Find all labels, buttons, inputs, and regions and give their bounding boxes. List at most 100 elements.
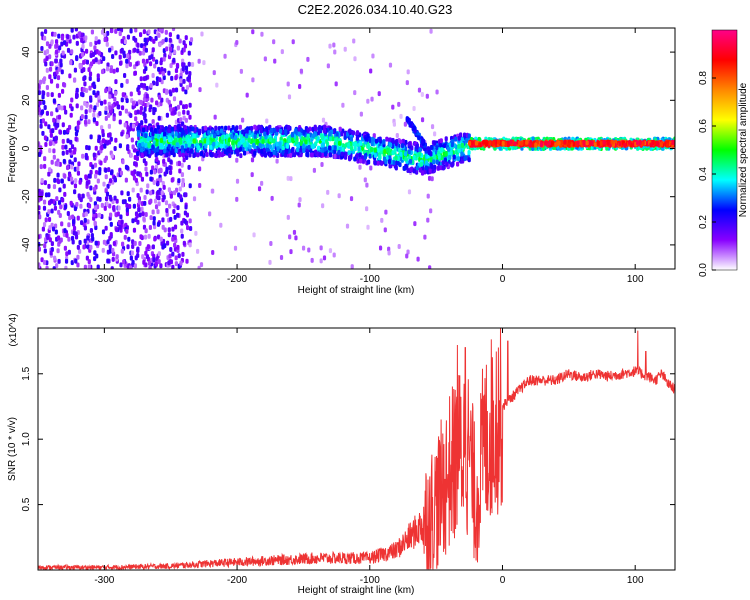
spectrogram-cell — [164, 200, 169, 206]
spectrogram-cell — [197, 166, 202, 172]
spectrogram-cell — [59, 58, 63, 64]
spectrogram-cell — [199, 151, 204, 157]
spectrogram-cell — [65, 232, 69, 238]
spectrogram-cell — [412, 168, 416, 174]
spectrogram-cell — [181, 62, 185, 68]
spectrogram-cell — [57, 66, 61, 72]
spectrogram-cell — [440, 147, 444, 153]
spectrogram-cell — [140, 141, 145, 147]
spectrogram-cell — [170, 75, 174, 81]
spectrogram-cell — [593, 142, 598, 148]
spectrogram-cell — [90, 232, 94, 238]
colorbar-tick-label: 0.0 — [698, 263, 709, 277]
spectrogram-cell — [129, 112, 133, 118]
spectrogram-cell — [80, 52, 85, 58]
spectrogram-cell — [116, 211, 120, 217]
spectrogram-cell — [418, 167, 422, 173]
spectrogram-cell — [84, 114, 88, 120]
spectrogram-cell — [299, 152, 303, 158]
spectrogram-cell — [75, 103, 79, 109]
spectrogram-cell — [251, 29, 255, 35]
spectrogram-cell — [528, 142, 532, 148]
spectrogram-cell — [287, 124, 291, 130]
spectrogram-cell — [235, 125, 239, 131]
spectrogram-cell — [463, 155, 467, 161]
spectrogram-cell — [179, 194, 183, 200]
spectrogram-cell — [133, 240, 137, 246]
spectrogram-cell — [460, 142, 465, 148]
spectrogram-cell — [239, 68, 243, 74]
spectrogram-cell — [163, 148, 167, 154]
spectrogram-cell — [165, 152, 169, 158]
spectrogram-cell — [404, 146, 408, 152]
spectrogram-cell — [416, 256, 420, 262]
spectrogram-cell — [302, 147, 306, 153]
spectrogram-cell — [163, 136, 167, 142]
spectrogram-cell — [176, 244, 180, 250]
spectrogram-cell — [143, 234, 148, 240]
spectrogram-cell — [153, 198, 158, 204]
spectrogram-cell — [278, 128, 283, 134]
spectrogram-cell — [253, 133, 257, 139]
spectrogram-cell — [433, 131, 437, 137]
spectrogram-cell — [77, 31, 81, 37]
spectrogram-cell — [101, 129, 105, 135]
spectrogram-cell — [42, 199, 47, 205]
spectrogram-cell — [391, 138, 395, 144]
spectrogram-cell — [133, 47, 137, 53]
spectrogram-cell — [68, 215, 72, 221]
spectrogram-cell — [250, 157, 255, 163]
spectrogram-cell — [297, 131, 301, 137]
spectrogram-cell — [212, 141, 216, 147]
spectrogram-cell — [139, 187, 143, 193]
spectrogram-cell — [169, 159, 173, 165]
spectrogram-cell — [63, 228, 67, 234]
spectrogram-cell — [70, 235, 75, 241]
snr-multiplier-label: (x10^4) — [8, 313, 19, 346]
spectrogram-cell — [44, 217, 48, 223]
spectrogram-cell — [187, 61, 191, 67]
spectrogram-cell — [170, 110, 174, 116]
spectrogram-cell — [93, 201, 97, 207]
snr-xtick-label: -100 — [360, 575, 380, 586]
spectrogram-cell — [132, 203, 136, 209]
spectrogram-cell — [406, 116, 410, 122]
spectrogram-cell — [182, 157, 186, 163]
spectrogram-cell — [187, 142, 191, 148]
spectrogram-cell — [169, 216, 173, 222]
spectrogram-cell — [47, 124, 51, 130]
spectrogram-cell — [143, 106, 147, 112]
spectrogram-cell — [152, 180, 156, 186]
spectrogram-cell — [117, 104, 121, 110]
spectrogram-cell — [190, 61, 195, 67]
spectrogram-cell — [397, 243, 401, 249]
spectrogram-cell — [326, 63, 330, 69]
spectrogram-cell — [40, 257, 44, 263]
spectrogram-cell — [413, 221, 417, 227]
spectrogram-cell — [99, 100, 104, 106]
spectrogram-cell — [169, 106, 173, 112]
spectrogram-cell — [64, 144, 68, 150]
spectrogram-cell — [407, 189, 412, 195]
spectrogram-cell — [79, 197, 83, 203]
spectrogram-cell — [373, 147, 377, 153]
spectrogram-cell — [71, 214, 75, 220]
spectrogram-cell — [244, 133, 249, 139]
spectrogram-cell — [289, 249, 293, 255]
spectrogram-cell — [42, 205, 47, 211]
spectrogram-cell — [425, 160, 429, 166]
spectrogram-cell — [106, 62, 110, 68]
spectrogram-cell — [179, 139, 183, 145]
spectrogram-cell — [58, 213, 62, 219]
spectrogram-cell — [134, 28, 138, 33]
spectrogram-cell — [460, 151, 464, 157]
spectrogram-cell — [184, 192, 188, 198]
spectrogram-cell — [43, 163, 47, 169]
spectrogram-cell — [122, 53, 126, 59]
spectrogram-cell — [92, 84, 97, 90]
spectrogram-cell — [278, 141, 282, 147]
spectrogram-cell — [534, 142, 538, 148]
spectrogram-cell — [156, 189, 160, 195]
spectrogram-cell — [448, 155, 452, 161]
spectrogram-cell — [358, 164, 362, 170]
